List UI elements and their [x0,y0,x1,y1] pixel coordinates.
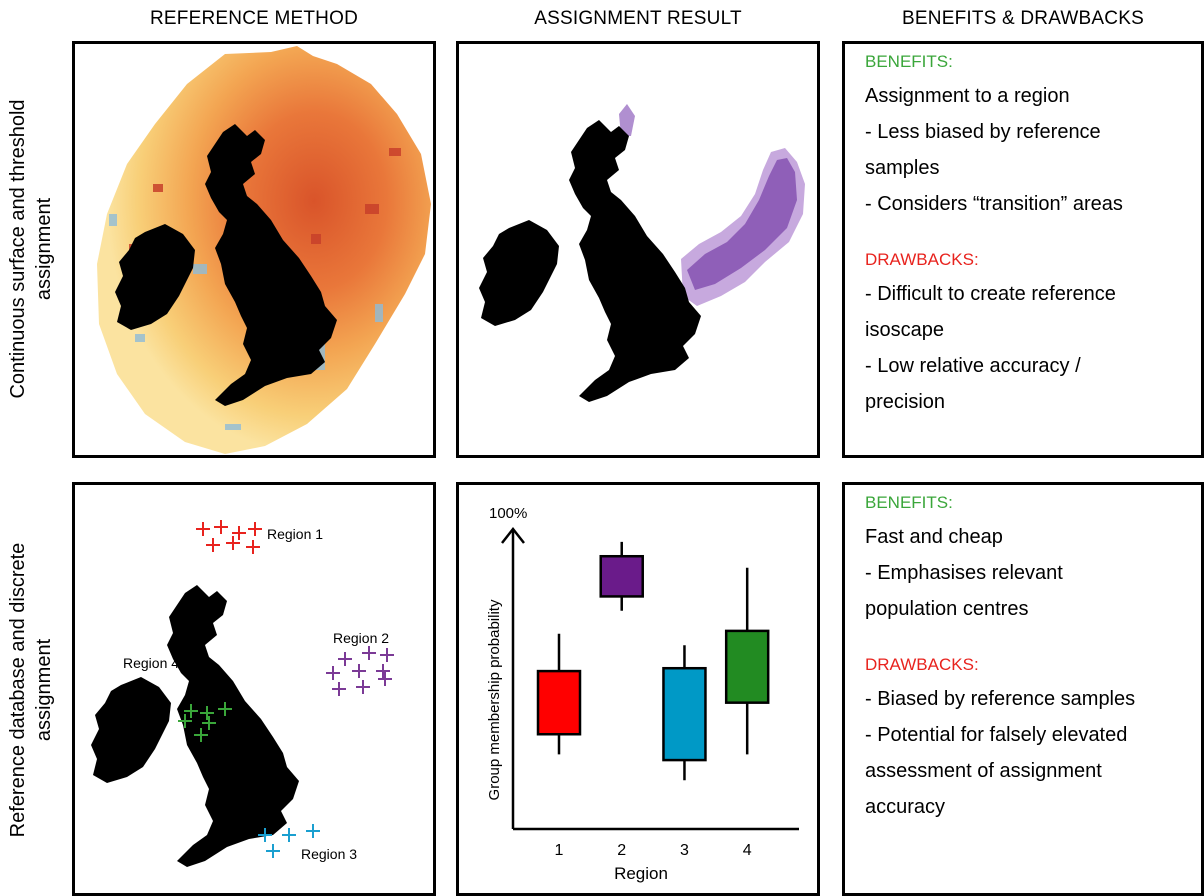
row-heading-reference-database: Reference database and discrete assignme… [5,485,65,895]
drawback-item: precision [865,391,946,413]
reference-regions-map: Region 1 Region 2 Region 3 Region 4 [91,520,394,867]
drawbacks-heading: DRAWBACKS: [865,655,979,674]
box-2 [599,554,644,598]
row-heading-line: assignment [33,638,55,742]
sample-cross-marker [332,682,346,696]
x-axis-label: Region [614,864,668,883]
row-heading-line: assignment [33,197,55,301]
box-3 [662,666,707,762]
x-tick-label: 3 [680,842,689,859]
row-heading-line: Reference database and discrete [7,542,29,838]
chart-axes [501,526,799,831]
benefit-item: - Less biased by reference [865,121,1101,143]
drawback-item: - Difficult to create reference [865,283,1116,305]
membership-probability-chart: 1 2 3 4 100% Group membership probability R… [486,505,799,883]
sample-cross-marker [206,538,220,552]
x-tick-label: 1 [555,842,564,859]
sample-cross-marker [248,522,262,536]
sample-cross-marker [266,844,280,858]
sample-cross-marker [202,716,216,730]
column-heading-reference-method: REFERENCE METHOD [150,8,358,29]
sample-cross-marker [380,648,394,662]
benefit-item: samples [865,157,940,179]
region-label: Region 4 [123,655,179,671]
drawback-item: - Low relative accuracy / [865,355,1081,377]
sample-cross-marker [376,664,390,678]
british-isles-silhouette [115,124,337,406]
sample-cross-marker [352,664,366,678]
benefits-heading: BENEFITS: [865,52,953,71]
region-label: Region 2 [333,630,389,646]
isoscape-map-panel [72,41,436,458]
spacer [865,627,1191,655]
column-heading-benefits-drawbacks: BENEFITS & DRAWBACKS [902,8,1144,29]
assignment-result-map-panel [456,41,820,458]
sample-cross-marker [184,704,198,718]
sample-cross-marker [338,652,352,666]
drawback-item: - Potential for falsely elevated [865,724,1128,746]
sample-cross-marker [356,680,370,694]
isoscape-map [97,46,431,454]
spacer [865,222,1191,250]
assignment-result-map [479,104,805,402]
drawback-item: assessment of assignment [865,760,1102,782]
drawback-item: accuracy [865,796,946,818]
benefit-item: Fast and cheap [865,526,1003,548]
region-label: Region 3 [301,846,357,862]
y-axis-label: Group membership probability [486,599,503,800]
sample-cross-marker [226,536,240,550]
sample-cross-marker [326,666,340,680]
benefit-item: Assignment to a region [865,85,1070,107]
british-isles-silhouette [91,585,299,867]
y-axis-arrow-icon [501,526,525,544]
sample-cross-marker [362,646,376,660]
sample-cross-marker [218,702,232,716]
chart-boxes: 1 2 3 4 [536,541,770,859]
sample-cross-marker [378,672,392,686]
top-benefits-drawbacks-panel: BENEFITS: Assignment to a region - Less … [842,41,1204,458]
sample-cross-marker [214,520,228,534]
bottom-benefits-drawbacks-panel: BENEFITS: Fast and cheap - Emphasises re… [842,482,1204,896]
box-4 [724,629,770,704]
drawback-item: - Biased by reference samples [865,688,1136,710]
region-sample-markers [178,520,394,858]
reference-regions-map-panel: Region 1 Region 2 Region 3 Region 4 [72,482,436,896]
column-heading-assignment-result: ASSIGNMENT RESULT [534,8,742,29]
drawback-item: isoscape [865,319,944,341]
membership-probability-chart-panel: 1 2 3 4 100% Group membership probability R… [456,482,820,896]
x-tick-label: 2 [617,842,626,859]
x-tick-label: 4 [743,842,752,859]
benefits-heading: BENEFITS: [865,493,953,512]
sample-cross-marker [178,714,192,728]
benefit-item: - Emphasises relevant [865,562,1063,584]
row-heading-continuous-surface: Continuous surface and threshold assignm… [5,44,65,454]
sample-cross-marker [200,706,214,720]
benefit-item: population centres [865,598,1029,620]
box-1 [536,669,582,736]
british-isles-silhouette [479,120,701,402]
sample-cross-marker [246,540,260,554]
sample-cross-marker [258,828,272,842]
drawbacks-heading: DRAWBACKS: [865,250,979,269]
sample-cross-marker [306,824,320,838]
sample-cross-marker [282,828,296,842]
sample-cross-marker [194,728,208,742]
region-label: Region 1 [267,526,323,542]
y-axis-max-label: 100% [489,505,527,522]
sample-cross-marker [232,526,246,540]
benefit-item: - Considers “transition” areas [865,193,1123,215]
row-heading-line: Continuous surface and threshold [7,99,29,399]
sample-cross-marker [196,522,210,536]
assigned-region-highlight [619,104,805,306]
